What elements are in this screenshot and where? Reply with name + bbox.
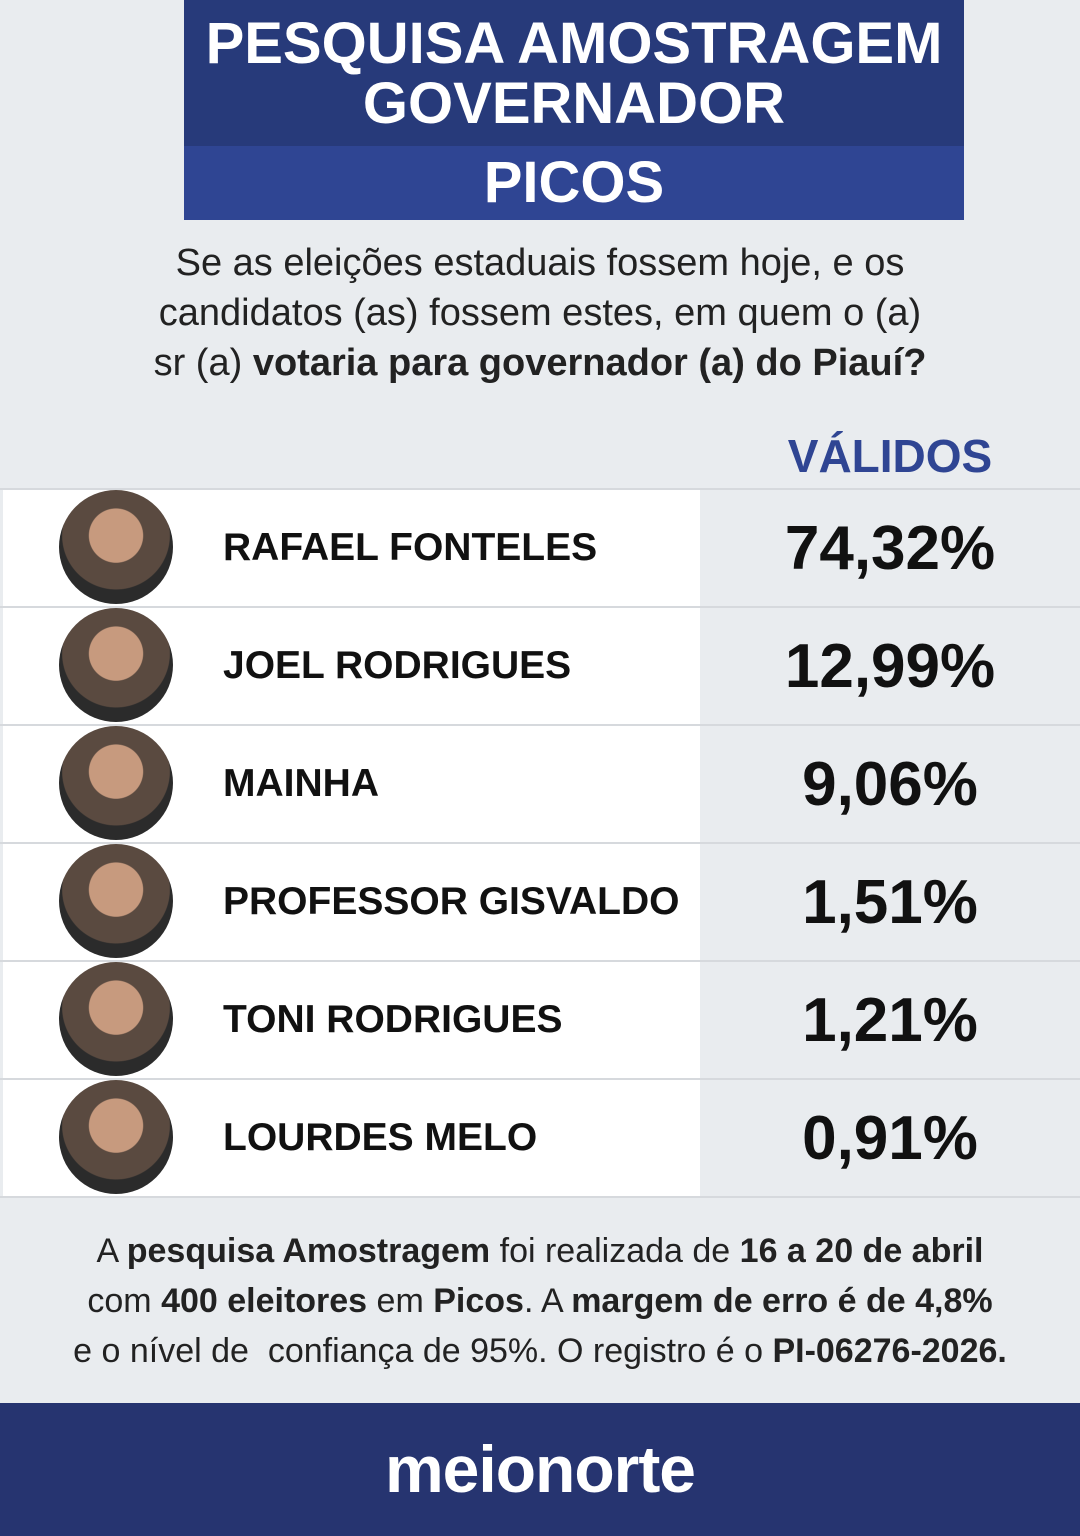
text-line: Se as eleições estaduais fossem hoje, e …	[0, 238, 1080, 288]
percentage: 0,91%	[802, 1103, 978, 1173]
bold-text: PI-06276-2026.	[772, 1332, 1007, 1370]
name-cell: RAFAEL FONTELES	[3, 490, 700, 606]
column-header: VÁLIDOS	[787, 430, 993, 482]
table-row: PROFESSOR GISVALDO 1,51%	[0, 844, 1080, 962]
bold-text: 400 eleitores	[161, 1282, 368, 1320]
bold-text: pesquisa Amostragem	[126, 1232, 491, 1270]
name-cell: TONI RODRIGUES	[3, 962, 700, 1078]
title-line: GOVERNADOR	[362, 71, 786, 136]
text: . A	[523, 1282, 572, 1320]
candidate-name: MAINHA	[223, 762, 379, 805]
header-title: PESQUISA AMOSTRAGEM GOVERNADOR	[184, 0, 964, 146]
table-row: TONI RODRIGUES 1,21%	[0, 962, 1080, 1080]
percentage: 12,99%	[784, 631, 996, 701]
results-table: RAFAEL FONTELES 74,32% JOEL RODRIGUES 12,99…	[0, 488, 1080, 1198]
text: Se as eleições estaduais fossem hoje, e …	[175, 242, 905, 284]
text-line: e o nível de confiança de 95%. O registr…	[0, 1326, 1080, 1376]
percentage: 1,51%	[802, 867, 978, 937]
title-line: PESQUISA AMOSTRAGEM	[205, 11, 943, 76]
text-line: sr (a) votaria para governador (a) do Pi…	[0, 338, 1080, 388]
text-line: com 400 eleitores em Picos. A margem de …	[0, 1276, 1080, 1326]
text-line: candidatos (as) fossem estes, em quem o …	[0, 288, 1080, 338]
text: A	[96, 1232, 127, 1270]
candidate-photo	[59, 962, 173, 1076]
text: e o nível de confiança de 95%. O registr…	[73, 1332, 773, 1370]
bold-text: votaria para governador (a) do Piauí?	[252, 342, 927, 384]
candidate-name: JOEL RODRIGUES	[223, 644, 572, 687]
candidate-name: PROFESSOR GISVALDO	[223, 880, 680, 923]
name-cell: MAINHA	[3, 726, 700, 842]
table-row: RAFAEL FONTELES 74,32%	[0, 490, 1080, 608]
name-cell: PROFESSOR GISVALDO	[3, 844, 700, 960]
candidate-photo	[59, 844, 173, 958]
text: com	[87, 1282, 162, 1320]
bold-text: 16 a 20 de abril	[739, 1232, 984, 1270]
brand-logo: meionorte	[384, 1432, 696, 1506]
bold-text: Picos	[433, 1282, 524, 1320]
text: sr (a)	[153, 342, 253, 384]
percentage: 74,32%	[784, 513, 996, 583]
text: candidatos (as) fossem estes, em quem o …	[158, 292, 922, 334]
candidate-photo	[59, 726, 173, 840]
candidate-name: TONI RODRIGUES	[223, 998, 563, 1041]
bold-text: margem de erro é de 4,8%	[571, 1282, 993, 1320]
percentage: 1,21%	[802, 985, 978, 1055]
text-line: A pesquisa Amostragem foi realizada de 1…	[0, 1226, 1080, 1276]
brand-footer: meionorte	[0, 1403, 1080, 1536]
footnote: A pesquisa Amostragem foi realizada de 1…	[0, 1226, 1080, 1376]
candidate-photo	[59, 608, 173, 722]
table-row: MAINHA 9,06%	[0, 726, 1080, 844]
name-cell: LOURDES MELO	[3, 1080, 700, 1196]
question: Se as eleições estaduais fossem hoje, e …	[0, 238, 1080, 388]
table-row: JOEL RODRIGUES 12,99%	[0, 608, 1080, 726]
candidate-photo	[59, 1080, 173, 1194]
percentage: 9,06%	[802, 749, 978, 819]
candidate-name: RAFAEL FONTELES	[223, 526, 598, 569]
text: foi realizada de	[490, 1232, 740, 1270]
candidate-photo	[59, 490, 173, 604]
table-row: LOURDES MELO 0,91%	[0, 1080, 1080, 1198]
candidate-name: LOURDES MELO	[223, 1116, 538, 1159]
name-cell: JOEL RODRIGUES	[3, 608, 700, 724]
header-city: PICOS	[184, 146, 964, 220]
text: em	[367, 1282, 434, 1320]
